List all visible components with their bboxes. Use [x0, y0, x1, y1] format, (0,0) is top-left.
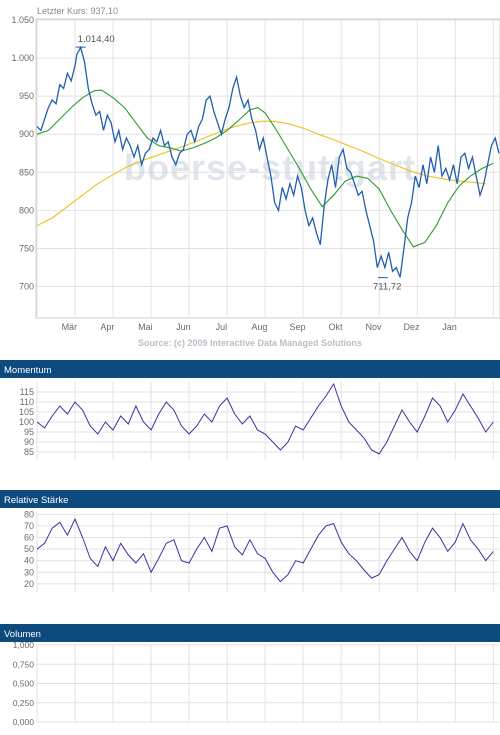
price-y-tick-label: 1.050 — [11, 15, 34, 25]
volume-header-bar — [0, 624, 500, 642]
volume-y-tick-label: 0,500 — [13, 679, 35, 689]
series-line-ma-short — [36, 89, 494, 248]
momentum-title: Momentum — [4, 365, 52, 376]
price-y-axis: 700 750 800 850 900 950 1.000 1.050 — [11, 15, 34, 292]
momentum-y-tick-label: 100 — [19, 417, 34, 427]
momentum-y-tick-label: 85 — [24, 447, 34, 457]
momentum-y-tick-label: 95 — [24, 427, 34, 437]
relative-strength-y-tick-label: 30 — [24, 567, 34, 577]
price-y-tick-label: 1.000 — [11, 53, 34, 63]
price-x-tick-label: Mai — [138, 322, 153, 332]
volume-grid — [36, 644, 499, 723]
momentum-y-tick-label: 110 — [20, 397, 34, 407]
relative-strength-y-tick-label: 40 — [24, 556, 34, 566]
price-x-tick-label: Jul — [216, 322, 228, 332]
price-grid — [36, 19, 499, 317]
price-x-tick-label: Mär — [62, 322, 78, 332]
price-x-tick-label: Aug — [251, 322, 267, 332]
volume-y-tick-label: 0,250 — [13, 698, 35, 708]
relative-strength-y-tick-label: 80 — [24, 509, 34, 519]
volume-y-axis: 0,000 0,250 0,500 0,750 1,000 — [13, 640, 35, 727]
price-x-tick-label: Dez — [404, 322, 421, 332]
relative-strength-y-tick-label: 70 — [24, 521, 34, 531]
volume-y-tick-label: 0,000 — [13, 717, 35, 727]
source-text: Source: (c) 2009 Interactive Data Manage… — [138, 338, 362, 348]
price-x-tick-label: Sep — [289, 322, 305, 332]
series-line-momentum — [36, 382, 494, 455]
price-panel: 700 750 800 850 900 950 1.000 1.050 Mär Apr Mai Ju… — [11, 15, 500, 332]
momentum-y-tick-label: 115 — [20, 387, 34, 397]
relative-strength-grid — [36, 512, 499, 592]
price-annotations: 1.014,40 711,72 — [75, 34, 401, 293]
relative-strength-header-bar — [0, 490, 500, 508]
price-y-tick-label: 850 — [19, 167, 34, 177]
momentum-grid — [36, 382, 499, 460]
series-line-relative-strength — [36, 517, 494, 583]
relative-strength-title: Relative Stärke — [4, 495, 68, 506]
last-price-label: Letzter Kurs: 937,10 — [37, 6, 118, 16]
volume-title: Volumen — [4, 629, 41, 640]
annotation-label: 711,72 — [373, 282, 401, 293]
price-x-tick-label: Nov — [366, 322, 383, 332]
series-line-price — [36, 45, 500, 278]
volume-y-tick-label: 1,000 — [13, 640, 35, 650]
series-line-ma-long — [36, 120, 486, 227]
price-y-tick-label: 900 — [19, 129, 34, 139]
price-y-tick-label: 800 — [19, 205, 34, 215]
relative-strength-y-tick-label: 60 — [24, 533, 34, 543]
price-y-tick-label: 700 — [19, 282, 34, 292]
price-x-tick-label: Jan — [442, 322, 457, 332]
annotation-label: 1.014,40 — [78, 34, 115, 45]
volume-y-tick-label: 0,750 — [13, 659, 35, 669]
momentum-header-bar — [0, 360, 500, 378]
momentum-y-tick-label: 105 — [19, 407, 34, 417]
price-x-tick-label: Okt — [328, 322, 343, 332]
price-x-tick-label: Jun — [176, 322, 191, 332]
relative-strength-y-tick-label: 50 — [24, 544, 34, 554]
price-x-axis: Mär Apr Mai Jun Jul Aug Sep Okt Nov Dez Jan — [62, 322, 457, 332]
volume-panel: 0,000 0,250 0,500 0,750 1,000 — [13, 640, 499, 727]
relative-strength-y-tick-label: 20 — [24, 579, 34, 589]
price-y-tick-label: 950 — [19, 91, 34, 101]
price-x-tick-label: Apr — [100, 322, 114, 332]
price-y-tick-label: 750 — [19, 243, 34, 253]
momentum-y-tick-label: 90 — [24, 437, 34, 447]
